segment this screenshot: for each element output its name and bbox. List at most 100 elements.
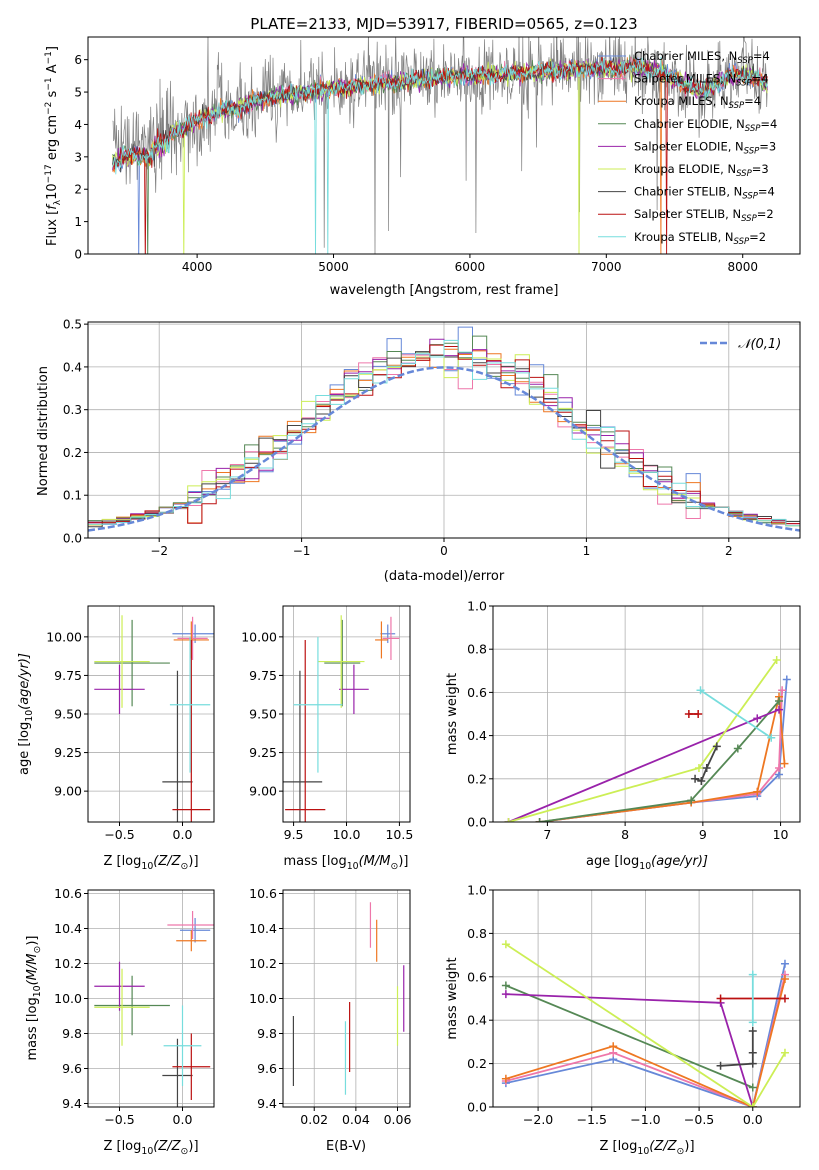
y-tick-label: 0.0 bbox=[467, 815, 487, 830]
weight-line-chabrier_elodie bbox=[539, 700, 780, 822]
y-tick-label: 10.4 bbox=[54, 921, 82, 936]
age-vs-mass-xlabel-part: ⊙ bbox=[390, 861, 398, 872]
y-tick-label: 0.4 bbox=[467, 728, 487, 743]
model-spectrum-salpeter_stelib bbox=[112, 56, 768, 254]
legend-label-salpeter_elodie: Salpeter ELODIE, NSSP=3 bbox=[634, 139, 776, 156]
panel-residuals: −2 −1 0 1 2 0.0 0.1 0.2 0.3 0.4 0.5 (data-model)/e… bbox=[36, 318, 801, 584]
legend-label-part: =2 bbox=[749, 230, 766, 244]
legend-label-kroupa_elodie: Kroupa ELODIE, NSSP=3 bbox=[634, 162, 769, 179]
y-tick-label: 0.0 bbox=[467, 1100, 487, 1115]
mass-vs-Z-ylabel-part: )] bbox=[25, 936, 40, 946]
y-tick-label: 9.8 bbox=[62, 1026, 82, 1041]
x-tick-label: −0.5 bbox=[684, 1112, 714, 1127]
panel-weight-vs-age: 7 8 9 10 0.0 0.2 0.4 0.6 0.8 1.0 mass weight age [l… bbox=[445, 599, 801, 872]
legend-label-part: =3 bbox=[752, 162, 769, 176]
legend-label-part: Salpeter STELIB, N bbox=[634, 207, 741, 221]
legend-label-kroupa_stelib: Kroupa STELIB, NSSP=2 bbox=[634, 230, 766, 247]
y-tick-label: 1 bbox=[74, 215, 82, 229]
mass-vs-Z-xlabel: Z [log10(Z/Z⊙)] bbox=[103, 1139, 198, 1157]
ylabel-part: Flux [ bbox=[45, 210, 60, 246]
legend-label-part: =4 bbox=[752, 72, 769, 86]
y-tick-label: 10.4 bbox=[249, 921, 277, 936]
ylabel-part: −1 bbox=[44, 51, 54, 64]
x-tick-label: −0.5 bbox=[104, 827, 134, 842]
ylabel-part: 10 bbox=[45, 183, 60, 200]
y-tick-label: 4 bbox=[74, 118, 82, 132]
weight-point-kroupa_elodie bbox=[504, 818, 513, 822]
age-vs-Z-ylabel: age [log10(age/yr)] bbox=[17, 653, 35, 775]
histogram-kroupa_stelib bbox=[88, 339, 800, 529]
legend-label-part: Salpeter ELODIE, N bbox=[634, 139, 744, 153]
weight-point-salpeter_miles bbox=[778, 686, 787, 695]
weight-point-salpeter_stelib bbox=[694, 710, 703, 718]
weight-vs-Z-xlabel-part: 10 bbox=[637, 1146, 649, 1157]
weight-point-kroupa_elodie bbox=[748, 1103, 757, 1107]
age-vs-Z-ylabel-part: (age/yr)] bbox=[17, 653, 32, 710]
legend-label-part: Kroupa ELODIE, N bbox=[634, 162, 736, 176]
weight-point-chabrier_stelib bbox=[697, 776, 706, 785]
x-tick-label: 4000 bbox=[182, 260, 213, 274]
weight-vs-Z-xlabel-part: Z [log bbox=[599, 1139, 637, 1154]
residuals-axes: −2 −1 0 1 2 0.0 0.1 0.2 0.3 0.4 0.5 bbox=[63, 318, 801, 558]
panel-spectrum: PLATE=2133, MJD=53917, FIBERID=0565, z=0… bbox=[44, 15, 801, 298]
x-tick-label: 1 bbox=[583, 544, 591, 558]
legend-label-part: SSP bbox=[737, 56, 753, 66]
legend-label-part: =4 bbox=[753, 49, 770, 63]
spectrum-xlabel: wavelength [Angstrom, rest frame] bbox=[330, 283, 559, 298]
age-vs-mass-xlabel: mass [log10(M/M⊙)] bbox=[284, 854, 409, 872]
x-tick-label: 8000 bbox=[727, 260, 758, 274]
weight-point-chabrier_stelib bbox=[748, 1027, 757, 1036]
weight-vs-age-xlabel: age [log10(age/yr)] bbox=[586, 854, 708, 872]
weight-point-chabrier_stelib bbox=[748, 1048, 757, 1057]
residuals-plot-area bbox=[88, 322, 800, 539]
y-tick-label: 9.75 bbox=[54, 668, 82, 683]
y-tick-label: 0.8 bbox=[467, 926, 487, 941]
panel-age-vs-mass: 9.5 10.0 10.5 9.00 9.25 9.50 9.75 10.00 mass [lo… bbox=[241, 605, 413, 872]
weight-point-salpeter_stelib bbox=[684, 710, 693, 718]
model-spectrum-kroupa_stelib bbox=[112, 56, 768, 254]
weight-point-kroupa_stelib bbox=[748, 1018, 757, 1027]
weight-point-chabrier_stelib bbox=[748, 1059, 757, 1068]
legend-label-part: Kroupa MILES, N bbox=[634, 94, 729, 108]
legend-label-part: =4 bbox=[760, 117, 777, 131]
legend-label-salpeter_stelib: Salpeter STELIB, NSSP=2 bbox=[634, 207, 774, 224]
weight-vs-age-xlabel-part: (age/yr)] bbox=[651, 854, 708, 869]
weight-point-chabrier_miles bbox=[780, 959, 789, 968]
mass-vs-Z-ylabel: mass [log10(M/M⊙)] bbox=[25, 936, 43, 1061]
weight-point-kroupa_miles bbox=[780, 974, 789, 983]
ylabel-part: λ bbox=[53, 199, 63, 205]
y-tick-label: 0.5 bbox=[63, 318, 82, 332]
y-tick-label: 9.6 bbox=[62, 1061, 82, 1076]
residuals-legend: 𝒩(0,1) bbox=[700, 337, 781, 352]
age-vs-Z-xlabel-part: Z [log bbox=[103, 854, 141, 869]
ylabel-part: s bbox=[45, 90, 60, 101]
y-tick-label: 6 bbox=[74, 53, 82, 67]
weight-line-kroupa_miles bbox=[505, 978, 786, 1107]
weight-point-kroupa_miles bbox=[609, 1042, 618, 1051]
x-tick-label: 9.5 bbox=[284, 827, 304, 842]
y-tick-label: 9.4 bbox=[257, 1096, 277, 1111]
p8-ylabel: mass weight bbox=[445, 957, 460, 1039]
x-tick-label: −0.5 bbox=[104, 1112, 134, 1127]
mass-vs-Z-ylabel-part: 10 bbox=[32, 985, 43, 997]
weight-line-kroupa_stelib bbox=[699, 689, 772, 739]
panel-weight-vs-Z: −2.0 −1.5 −1.0 −0.5 0.0 0.0 0.2 0.4 0.6 0.8 1.0 mas… bbox=[445, 883, 801, 1157]
y-tick-label: 0.4 bbox=[63, 360, 82, 374]
legend-label-part: Chabrier MILES, N bbox=[634, 49, 737, 63]
legend-label-part: =2 bbox=[757, 207, 774, 221]
y-tick-label: 10.00 bbox=[46, 629, 82, 644]
legend-label-part: =3 bbox=[759, 139, 776, 153]
weight-point-chabrier_elodie bbox=[501, 981, 510, 990]
axes-frame bbox=[87, 36, 801, 255]
y-tick-label: 10.6 bbox=[54, 886, 82, 901]
weight-point-kroupa_elodie bbox=[501, 940, 510, 949]
legend-label-kroupa_miles: Kroupa MILES, NSSP=4 bbox=[634, 94, 761, 111]
mass-vs-Z-ylabel-part: ⊙ bbox=[32, 946, 43, 954]
legend-label-part: Chabrier STELIB, N bbox=[634, 185, 742, 199]
weight-vs-Z-xlabel-part: ⊙ bbox=[677, 1146, 685, 1157]
age-vs-Z-xlabel-part: )] bbox=[188, 854, 198, 869]
residuals-ylabel: Normed distribution bbox=[36, 366, 51, 496]
ylabel-part: −17 bbox=[44, 164, 54, 183]
weight-point-chabrier_elodie bbox=[535, 818, 544, 822]
